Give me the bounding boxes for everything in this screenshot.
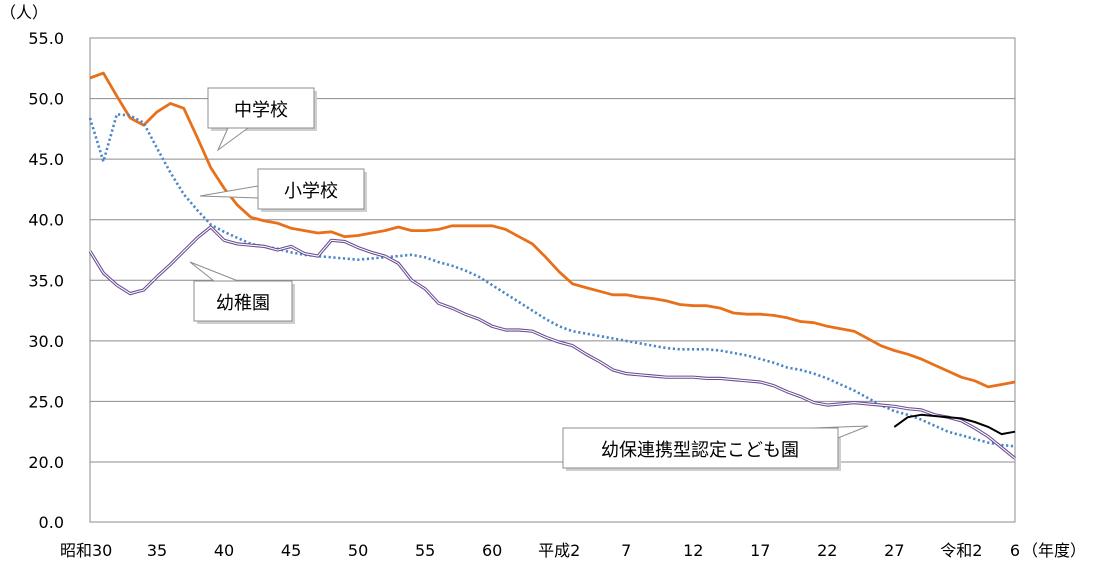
callout-3: 幼保連携型認定こども園 xyxy=(562,425,869,471)
callout-label: 中学校 xyxy=(234,100,288,121)
x-tick-label: 45 xyxy=(281,541,301,560)
callout-2: 幼稚園 xyxy=(189,261,295,324)
x-tick-label: 40 xyxy=(214,541,234,560)
x-tick-label: 60 xyxy=(482,541,502,560)
series-line-1 xyxy=(88,113,1016,448)
y-axis: 0.0 20.0 25.0 30.0 35.0 40.0 45.0 50.0 55.0 xyxy=(28,29,64,532)
callout-tail xyxy=(216,127,250,152)
y-tick-label: 30.0 xyxy=(28,332,64,351)
x-tick-label: 22 xyxy=(817,541,837,560)
series-line-2-inner xyxy=(89,226,1016,459)
callout-box xyxy=(207,87,315,129)
callout-label: 小学校 xyxy=(284,181,338,202)
y-tick-label: 40.0 xyxy=(28,211,64,230)
x-tick-label: 17 xyxy=(750,541,770,560)
callout-tail xyxy=(189,261,239,282)
x-tick-label: 昭和30 xyxy=(60,541,112,560)
x-tick-label: 6 xyxy=(1010,541,1020,560)
x-tick-label: 35 xyxy=(147,541,167,560)
x-tick-label: 平成2 xyxy=(538,541,580,560)
callout-label: 幼保連携型認定こども園 xyxy=(601,440,799,461)
series-line-0 xyxy=(89,71,1016,389)
x-axis: 昭和30 35 40 45 50 55 60 平成2 7 12 17 22 27 令和2 6 xyxy=(60,541,1020,560)
x-tick-label: 12 xyxy=(683,541,703,560)
callout-1: 小学校 xyxy=(199,168,367,212)
callout-0: 中学校 xyxy=(207,87,317,152)
x-tick-label: 令和2 xyxy=(940,541,982,560)
callout-tail xyxy=(199,185,259,199)
y-tick-label: 20.0 xyxy=(28,453,64,472)
y-tick-label: 35.0 xyxy=(28,271,64,290)
y-tick-label: 55.0 xyxy=(28,29,64,48)
y-tick-label: 45.0 xyxy=(28,150,64,169)
series-lines xyxy=(88,71,1017,460)
y-tick-label: 25.0 xyxy=(28,392,64,411)
x-tick-label: 55 xyxy=(415,541,435,560)
x-axis-unit-label: （年度） xyxy=(1022,541,1086,560)
x-tick-label: 50 xyxy=(348,541,368,560)
y-tick-label: 0.0 xyxy=(39,513,64,532)
callout-box xyxy=(562,427,839,469)
callout-box xyxy=(257,168,365,210)
y-tick-label: 50.0 xyxy=(28,90,64,109)
y-axis-unit-label: （人） xyxy=(0,3,48,22)
callout-label: 幼稚園 xyxy=(216,293,270,314)
x-tick-label: 7 xyxy=(621,541,631,560)
series-line-3 xyxy=(893,413,1016,436)
plot-border xyxy=(89,37,1016,523)
callout-box xyxy=(193,280,293,322)
plot-frame xyxy=(89,37,1016,523)
x-tick-label: 27 xyxy=(884,541,904,560)
